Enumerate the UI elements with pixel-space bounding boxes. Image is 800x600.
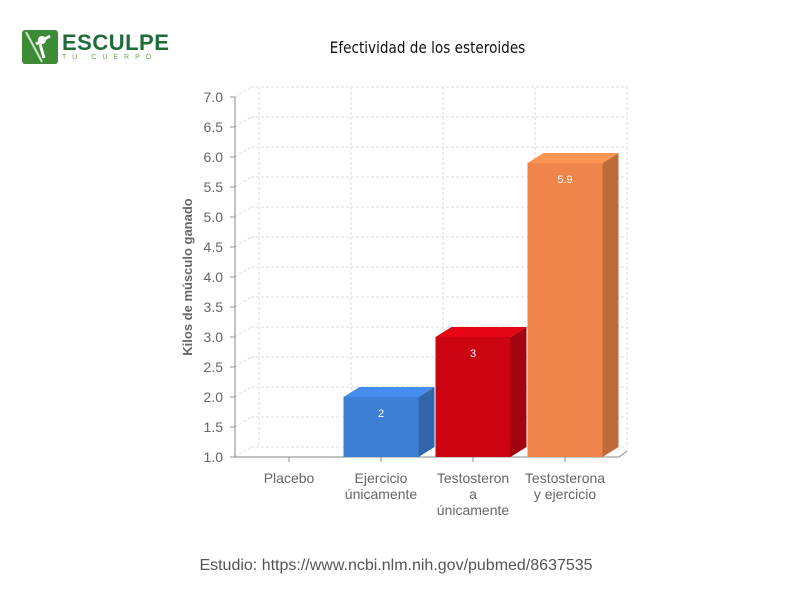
bar xyxy=(343,397,419,457)
y-tick-label: 1.5 xyxy=(204,419,224,435)
y-tick-label: 2.5 xyxy=(204,359,224,375)
bar-chart: Kilos de músculo ganado 1.0 1.5 2.0 2.5 3.0 3… xyxy=(180,86,628,518)
chart-title: Efectividad de los esteroides xyxy=(329,38,526,57)
grid-line-diagonal xyxy=(234,356,252,368)
grid-line-diagonal xyxy=(234,206,252,218)
logo: ESCULPE TU CUERPO xyxy=(22,30,169,64)
bar-top xyxy=(343,387,435,397)
x-tick-label: únicamente xyxy=(345,486,418,502)
data-label: 5.9 xyxy=(557,174,572,186)
x-tick-label: a xyxy=(469,486,477,502)
x-tick-label: Testosterona xyxy=(525,470,605,486)
logo-name: ESCULPE xyxy=(62,30,170,55)
y-axis-label: Kilos de músculo ganado xyxy=(180,198,195,356)
bar-side xyxy=(418,387,435,457)
logo-figure-icon xyxy=(22,30,58,64)
grid-line-diagonal xyxy=(234,236,252,248)
y-tick-label: 3.5 xyxy=(204,299,224,315)
y-tick-label: 2.0 xyxy=(204,389,224,405)
grid-line-diagonal xyxy=(234,146,252,158)
y-tick-label: 6.0 xyxy=(204,149,224,165)
bar-top xyxy=(527,153,619,163)
y-tick-label: 6.5 xyxy=(204,119,224,135)
grid-line-diagonal xyxy=(234,176,252,188)
source-citation: Estudio: https://www.ncbi.nlm.nih.gov/pu… xyxy=(199,557,593,574)
bar xyxy=(435,337,511,457)
y-tick-label: 4.0 xyxy=(204,269,224,285)
y-tick-label: 4.5 xyxy=(204,239,224,255)
x-tick-label: Testosteron xyxy=(437,470,509,486)
x-axis-depth xyxy=(618,450,628,458)
grid-line-diagonal xyxy=(234,416,252,428)
x-tick-label: y ejercicio xyxy=(534,486,596,502)
y-tick-label: 3.0 xyxy=(204,329,224,345)
bar-side xyxy=(602,153,619,457)
grid-line-diagonal xyxy=(234,446,252,458)
y-tick-label: 5.5 xyxy=(204,179,224,195)
grid-line-diagonal xyxy=(234,326,252,338)
y-tick-label: 7.0 xyxy=(204,89,224,105)
grid-line-diagonal xyxy=(234,86,252,98)
bar-top xyxy=(435,327,527,337)
grid-line-diagonal xyxy=(234,296,252,308)
grid-line-diagonal xyxy=(234,266,252,278)
bar xyxy=(527,163,603,457)
grid-line-diagonal xyxy=(234,116,252,128)
data-label: 3 xyxy=(470,348,476,360)
bar-side xyxy=(510,327,527,457)
x-tick-label: únicamente xyxy=(437,502,510,518)
x-tick-label: Placebo xyxy=(264,470,315,486)
grid-line-diagonal xyxy=(234,386,252,398)
y-tick-label: 5.0 xyxy=(204,209,224,225)
logo-tagline: TU CUERPO xyxy=(62,54,158,61)
data-label: 2 xyxy=(378,408,384,420)
y-tick-label: 1.0 xyxy=(204,449,224,465)
x-tick-label: Ejercicio xyxy=(355,470,408,486)
